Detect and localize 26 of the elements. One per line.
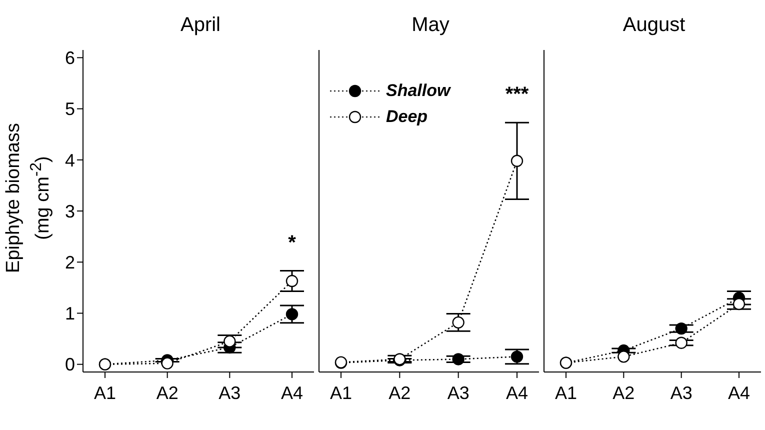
y-tick-label: 2 (64, 252, 75, 272)
x-tick-label: A1 (554, 382, 578, 403)
y-tick-label: 3 (64, 201, 75, 222)
annotation: *** (505, 84, 529, 106)
y-tick-label: 1 (64, 304, 75, 324)
legend-label: Deep (386, 107, 428, 127)
y-tick-label: 6 (64, 48, 75, 68)
x-tick-label: A4 (280, 382, 304, 403)
x-tick-label: A3 (670, 382, 692, 403)
y-tick-label: 5 (64, 99, 75, 120)
x-tick-label: A2 (156, 382, 178, 403)
x-tick-label: A3 (447, 382, 470, 403)
x-tick-label: A4 (728, 382, 750, 403)
x-tick-label: A2 (388, 382, 411, 403)
x-tick-label: A3 (218, 382, 241, 403)
annotation: * (288, 232, 296, 254)
x-tick-label: A1 (94, 382, 116, 403)
y-tick-label: 0 (64, 354, 75, 375)
x-tick-label: A1 (330, 382, 352, 403)
y-tick-label: 4 (64, 150, 75, 170)
chart-title: April (179, 13, 222, 38)
x-tick-label: A2 (612, 382, 635, 403)
legend-label: Shallow (386, 81, 450, 101)
chart-title: August (622, 13, 686, 38)
chart-title: May (410, 13, 450, 38)
x-tick-label: A4 (506, 382, 528, 403)
